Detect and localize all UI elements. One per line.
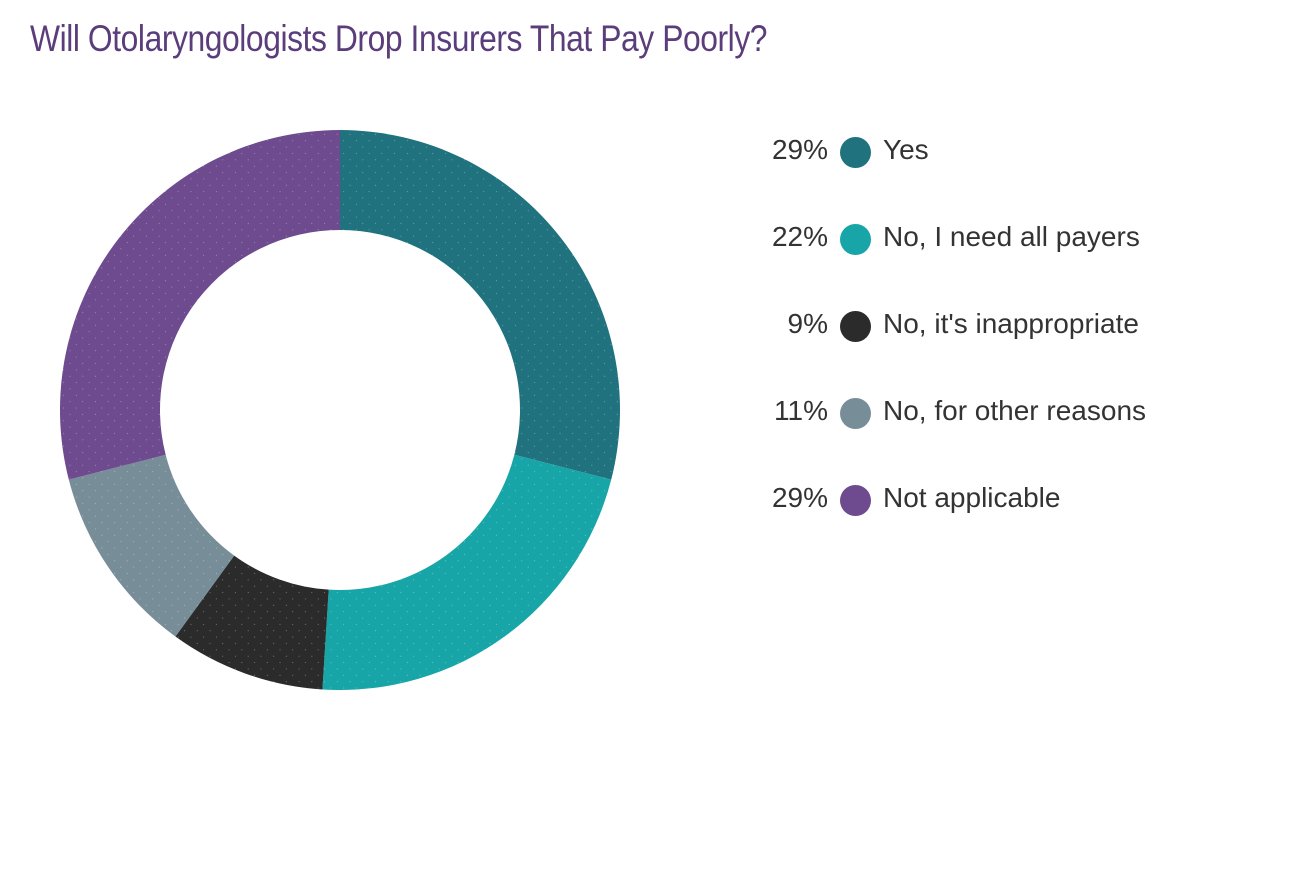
legend-swatch [840, 224, 871, 255]
legend-swatch [840, 137, 871, 168]
legend-label: No, for other reasons [883, 395, 1147, 426]
legend-percent: 22% [771, 221, 828, 252]
legend-swatch [840, 485, 871, 516]
legend-swatch [840, 311, 871, 342]
legend-percent: 9% [787, 308, 828, 339]
legend-percent: 29% [771, 482, 828, 513]
donut-slice-texture [340, 130, 621, 480]
legend-label: Not applicable [883, 482, 1061, 513]
donut-chart [59, 130, 621, 691]
legend-label: No, it's inappropriate [883, 308, 1139, 339]
legend-label: No, I need all payers [883, 221, 1140, 252]
legend-item-not-applicable: 29% Not applicable [740, 478, 1260, 565]
donut-slice-texture [59, 130, 340, 480]
legend-item-no-inappropriate: 9% No, it's inappropriate [740, 304, 1260, 391]
legend-swatch [840, 398, 871, 429]
legend-item-yes: 29% Yes [740, 130, 1260, 217]
chart-title: Will Otolaryngologists Drop Insurers Tha… [30, 18, 768, 59]
legend-item-no-other-reasons: 11% No, for other reasons [740, 391, 1260, 478]
legend-label: Yes [883, 134, 929, 165]
chart-legend: 29% Yes 22% No, I need all payers 9% No,… [740, 130, 1260, 565]
donut-slice-texture [322, 454, 612, 691]
donut-slice-texture [68, 454, 235, 637]
legend-percent: 29% [771, 134, 828, 165]
legend-item-no-need-all-payers: 22% No, I need all payers [740, 217, 1260, 304]
legend-percent: 11% [774, 395, 828, 426]
donut-slice-texture [175, 555, 329, 690]
